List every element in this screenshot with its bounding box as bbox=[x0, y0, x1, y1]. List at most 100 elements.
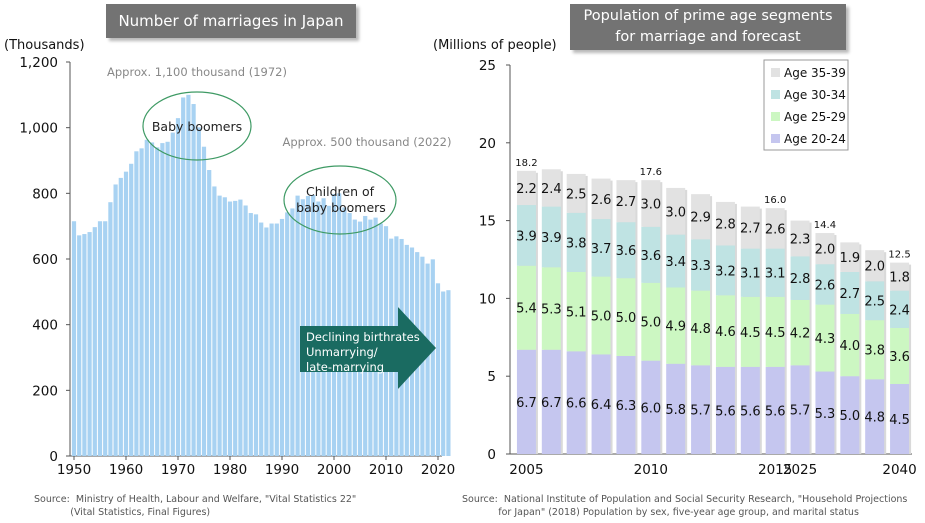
marriage-bar bbox=[144, 139, 149, 456]
marriage-bar bbox=[175, 118, 181, 457]
segment-value-label: 2.2 bbox=[516, 182, 537, 197]
stacked-bar-segment bbox=[541, 169, 561, 207]
stacked-bar-segment bbox=[566, 212, 586, 272]
stacked-bar-segment bbox=[691, 365, 711, 454]
segment-value-label: 3.0 bbox=[640, 197, 661, 212]
marriage-bar bbox=[165, 141, 170, 456]
stacked-bar-segment bbox=[865, 250, 885, 282]
peak-annotation: Approx. 1,100 thousand (1972) bbox=[107, 65, 287, 79]
segment-value-label: 3.8 bbox=[566, 236, 587, 251]
segment-value-label: 3.1 bbox=[765, 267, 786, 282]
stacked-bar-segment bbox=[765, 208, 785, 249]
children-circle bbox=[283, 165, 397, 235]
stacked-bar-segment bbox=[666, 234, 686, 288]
segment-value-label: 2.5 bbox=[566, 187, 587, 202]
stacked-bar-segment bbox=[790, 220, 810, 257]
marriage-bar bbox=[238, 199, 243, 457]
marriage-bar bbox=[290, 208, 295, 456]
stacked-bar-segment bbox=[616, 180, 636, 223]
marriage-bar bbox=[295, 195, 300, 457]
marriage-bar bbox=[82, 234, 87, 456]
segment-value-label: 2.8 bbox=[790, 272, 811, 287]
right-x-tick-label: 2040 bbox=[882, 462, 916, 478]
stacked-bar-segment bbox=[815, 264, 835, 305]
left-y-tick-label: 1,200 bbox=[19, 55, 58, 71]
segment-value-label: 4.5 bbox=[765, 326, 786, 341]
segment-value-label: 2.4 bbox=[889, 303, 910, 318]
marriage-bar bbox=[170, 132, 175, 456]
segment-value-label: 4.3 bbox=[815, 332, 836, 347]
right-y-tick-label: 20 bbox=[479, 136, 496, 152]
marriage-bar bbox=[212, 186, 217, 456]
marriage-bar bbox=[149, 142, 155, 457]
segment-value-label: 5.1 bbox=[566, 306, 587, 321]
segment-value-label: 2.6 bbox=[591, 193, 612, 208]
right-x-tick-label: 2010 bbox=[634, 462, 668, 478]
segment-value-label: 2.6 bbox=[815, 278, 836, 293]
marriage-bar bbox=[435, 283, 441, 456]
stacked-bar-segment bbox=[516, 265, 536, 350]
segment-value-label: 2.7 bbox=[616, 195, 637, 210]
segment-value-label: 1.8 bbox=[889, 271, 910, 286]
segment-value-label: 5.0 bbox=[839, 409, 860, 424]
right-y-tick-label: 15 bbox=[479, 214, 496, 230]
stacked-bar-segment bbox=[566, 271, 586, 352]
stacked-bar-segment bbox=[790, 365, 810, 454]
marriage-bar bbox=[118, 177, 123, 456]
marriage-bar bbox=[207, 170, 212, 456]
marriage-bar bbox=[87, 232, 92, 456]
stacked-bar-segment bbox=[840, 242, 860, 272]
right-x-tick-label: 2015 bbox=[758, 462, 792, 478]
stacked-bar-segment bbox=[790, 299, 810, 366]
segment-value-label: 6.7 bbox=[541, 396, 562, 411]
left-x-tick-label: 1960 bbox=[109, 462, 143, 478]
left-x-tick-label: 2000 bbox=[317, 462, 351, 478]
marriage-bar bbox=[97, 221, 103, 456]
marriage-bar bbox=[441, 291, 446, 456]
marriage-bar bbox=[331, 193, 337, 457]
marriage-bar bbox=[201, 146, 207, 456]
segment-value-label: 3.9 bbox=[541, 231, 562, 246]
segment-value-label: 3.6 bbox=[889, 350, 910, 365]
segment-value-label: 4.8 bbox=[864, 411, 885, 426]
stacked-bar-segment bbox=[715, 295, 735, 367]
legend-swatch bbox=[771, 112, 780, 121]
stacked-bar-segment bbox=[641, 180, 661, 227]
segment-value-label: 5.4 bbox=[516, 302, 537, 317]
legend-label: Age 35-39 bbox=[784, 66, 846, 80]
segment-value-label: 5.0 bbox=[616, 311, 637, 326]
right-x-tick-label: 2005 bbox=[509, 462, 543, 478]
stacked-bar-segment bbox=[641, 360, 661, 454]
marriage-bar bbox=[425, 263, 430, 456]
marriage-bar bbox=[113, 184, 118, 457]
segment-value-label: 3.6 bbox=[616, 244, 637, 259]
arrow-text-line3: late-marrying bbox=[306, 360, 384, 374]
segment-value-label: 2.7 bbox=[839, 287, 860, 302]
segment-value-label: 3.1 bbox=[740, 267, 761, 282]
segment-value-label: 2.9 bbox=[690, 211, 711, 226]
marriage-bar bbox=[222, 197, 227, 457]
legend-label: Age 25-29 bbox=[784, 110, 846, 124]
marriage-bar bbox=[155, 147, 160, 456]
total-label: 18.2 bbox=[515, 158, 537, 169]
segment-value-label: 5.3 bbox=[541, 303, 562, 318]
stacked-bar-segment bbox=[715, 366, 735, 454]
marriage-bar bbox=[227, 201, 233, 456]
stacked-bar-segment bbox=[591, 178, 611, 220]
right-chart-title-line2: for marriage and forecast bbox=[615, 29, 801, 45]
marriage-bar bbox=[264, 227, 269, 456]
stacked-bar-segment bbox=[616, 355, 636, 454]
marriage-bar bbox=[305, 195, 311, 456]
segment-value-label: 4.6 bbox=[715, 325, 736, 340]
segment-value-label: 6.6 bbox=[566, 397, 587, 412]
marriage-bar bbox=[430, 259, 435, 456]
marriage-bar bbox=[248, 213, 253, 456]
segment-value-label: 3.6 bbox=[640, 249, 661, 264]
stacked-bar-segment bbox=[890, 290, 910, 328]
total-label: 14.4 bbox=[814, 220, 836, 231]
right-source-note: Source: National Institute of Population… bbox=[462, 494, 908, 518]
left-x-tick-label: 2020 bbox=[421, 462, 455, 478]
stacked-bar-segment bbox=[691, 239, 711, 291]
stacked-bar-segment bbox=[516, 349, 536, 454]
marriage-bar bbox=[279, 218, 285, 456]
